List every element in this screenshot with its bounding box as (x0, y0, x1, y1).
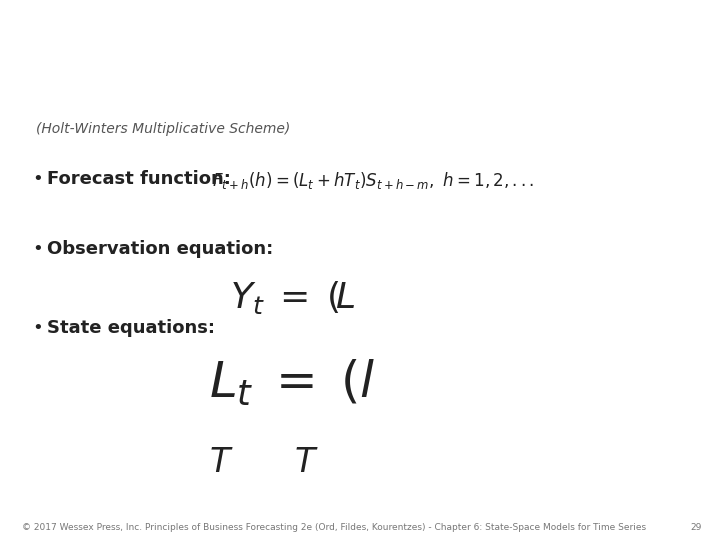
Text: •: • (32, 240, 43, 258)
Text: © 2017 Wessex Press, Inc. Principles of Business Forecasting 2e (Ord, Fildes, Ko: © 2017 Wessex Press, Inc. Principles of … (22, 523, 646, 532)
Text: $\mathit{Y}_t \;=\; (\!\mathit{L}$: $\mathit{Y}_t \;=\; (\!\mathit{L}$ (230, 279, 356, 316)
Text: •: • (32, 170, 43, 188)
Text: Forecast function:: Forecast function: (47, 170, 230, 188)
Text: State equations:: State equations: (47, 319, 215, 337)
Text: 29: 29 (690, 523, 702, 532)
Text: •: • (32, 319, 43, 337)
Text: (Holt-Winters Multiplicative Scheme): (Holt-Winters Multiplicative Scheme) (36, 122, 290, 136)
Text: Observation equation:: Observation equation: (47, 240, 273, 258)
Text: Appendix 5B: State-Space Models with
Multiplicative Seasonals: Appendix 5B: State-Space Models with Mul… (29, 28, 636, 92)
Text: $F_{t+h}(h) = (L_t + hT_t)S_{t+h-m},\ h = 1, 2,...$: $F_{t+h}(h) = (L_t + hT_t)S_{t+h-m},\ h … (212, 170, 534, 191)
Text: $\mathit{T} \qquad \mathit{T}$: $\mathit{T} \qquad \mathit{T}$ (209, 446, 319, 479)
Text: $L_t \;=\; (l$: $L_t \;=\; (l$ (209, 358, 375, 408)
